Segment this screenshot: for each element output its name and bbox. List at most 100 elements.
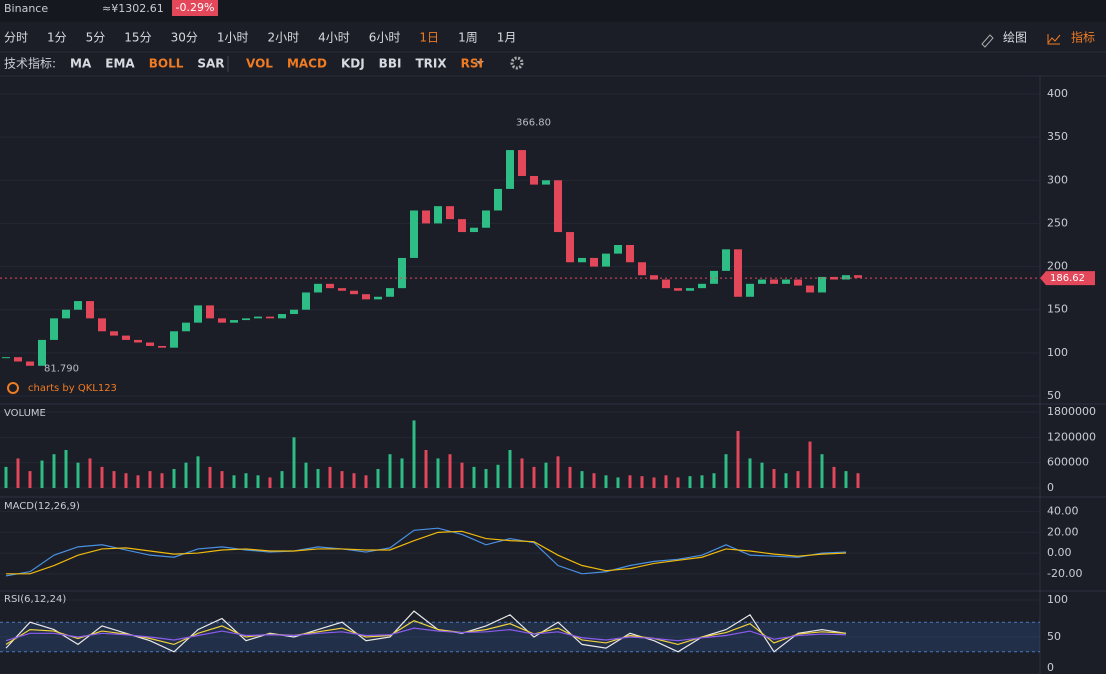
watermark-logo: [7, 382, 19, 394]
volume-bar: [592, 473, 596, 488]
y-tick-label: 350: [1047, 130, 1068, 143]
candle: [398, 257, 406, 289]
volume-bar: [232, 475, 236, 488]
candle: [254, 316, 262, 319]
indicator[interactable]: MACD: [287, 57, 327, 71]
y-tick-label: 20.00: [1047, 525, 1079, 538]
y-tick-label: 1800000: [1047, 405, 1096, 418]
candle: [614, 245, 622, 254]
candle: [842, 275, 850, 280]
candle: [410, 210, 418, 258]
interval[interactable]: 30分: [171, 31, 198, 45]
volume-bar: [544, 462, 548, 488]
volume-bar: [760, 462, 764, 488]
indicator[interactable]: EMA: [105, 57, 135, 71]
candle: [194, 305, 202, 323]
indicator-icon[interactable]: [1047, 34, 1061, 45]
exchange: Binance: [4, 2, 48, 15]
dropdown-icon[interactable]: [476, 61, 484, 65]
indicator[interactable]: SAR: [197, 57, 224, 71]
watermark: charts by QKL123: [28, 383, 117, 394]
candle: [338, 288, 346, 291]
volume-bar: [460, 462, 464, 488]
candle: [494, 188, 502, 211]
candle: [74, 301, 82, 310]
macd-line: [6, 530, 847, 575]
volume-bar: [256, 475, 260, 488]
candle: [362, 294, 370, 300]
candle: [626, 245, 634, 263]
volume-bar: [148, 471, 152, 488]
candle: [674, 288, 682, 291]
volume-bar: [376, 469, 380, 488]
tool[interactable]: 指标: [1071, 30, 1095, 45]
candle: [302, 292, 310, 310]
panel-title: VOLUME: [4, 408, 46, 419]
volume-bar: [700, 475, 704, 488]
y-tick-label: 0.00: [1047, 546, 1072, 559]
settings-icon[interactable]: [510, 56, 524, 70]
interval[interactable]: 1日: [419, 31, 439, 45]
volume-bar: [400, 458, 404, 488]
indicator[interactable]: KDJ: [341, 57, 365, 71]
interval[interactable]: 1小时: [217, 31, 249, 45]
candle: [734, 249, 742, 297]
volume-bar: [496, 464, 500, 488]
volume-bar: [736, 431, 740, 488]
draw-icon[interactable]: [981, 34, 994, 48]
candle: [278, 314, 286, 319]
candle: [50, 318, 58, 340]
volume-bar: [712, 473, 716, 488]
volume-bar: [352, 473, 356, 488]
interval[interactable]: 2小时: [268, 31, 300, 45]
candle: [698, 283, 706, 289]
volume-bar: [76, 462, 80, 488]
indicator[interactable]: BOLL: [149, 57, 184, 71]
candle: [746, 283, 754, 297]
candle: [458, 219, 466, 233]
candle: [722, 249, 730, 271]
interval[interactable]: 分时: [4, 31, 28, 45]
candle: [110, 331, 118, 336]
interval[interactable]: 4小时: [318, 31, 350, 45]
indicator[interactable]: RSI: [461, 57, 483, 71]
interval[interactable]: 1月: [497, 31, 517, 45]
candle: [326, 283, 334, 289]
candle: [446, 206, 454, 220]
interval[interactable]: 15分: [124, 31, 151, 45]
y-tick-label: 400: [1047, 87, 1068, 100]
macd-line: [5, 527, 847, 577]
change: -0.29%: [176, 1, 215, 14]
volume-bar: [484, 469, 488, 488]
y-tick-label: 150: [1047, 303, 1068, 316]
candle: [578, 257, 586, 263]
volume-bar: [220, 471, 224, 488]
indicator[interactable]: BBI: [379, 57, 402, 71]
interval[interactable]: 1周: [458, 31, 478, 45]
candle: [230, 320, 238, 323]
interval[interactable]: 5分: [86, 31, 106, 45]
volume-bar: [448, 454, 452, 488]
volume-bar: [340, 471, 344, 488]
candle: [122, 335, 130, 340]
tool[interactable]: 绘图: [1003, 30, 1027, 45]
interval[interactable]: 6小时: [369, 31, 401, 45]
volume-bar: [724, 454, 728, 488]
indicator[interactable]: VOL: [246, 57, 273, 71]
volume-bar: [4, 466, 8, 488]
candle: [470, 227, 478, 233]
indicator[interactable]: MA: [70, 57, 92, 71]
y-tick-label: 50: [1047, 630, 1061, 643]
panel-title: RSI(6,12,24): [4, 594, 66, 605]
candle: [434, 206, 442, 224]
indicator[interactable]: TRIX: [415, 57, 447, 71]
rsi-line: [5, 627, 847, 642]
volume-bar: [112, 471, 116, 488]
volume-bar: [196, 456, 200, 488]
volume-bar: [520, 458, 524, 488]
candle: [650, 275, 658, 280]
interval[interactable]: 1分: [47, 31, 67, 45]
candle: [758, 279, 766, 284]
